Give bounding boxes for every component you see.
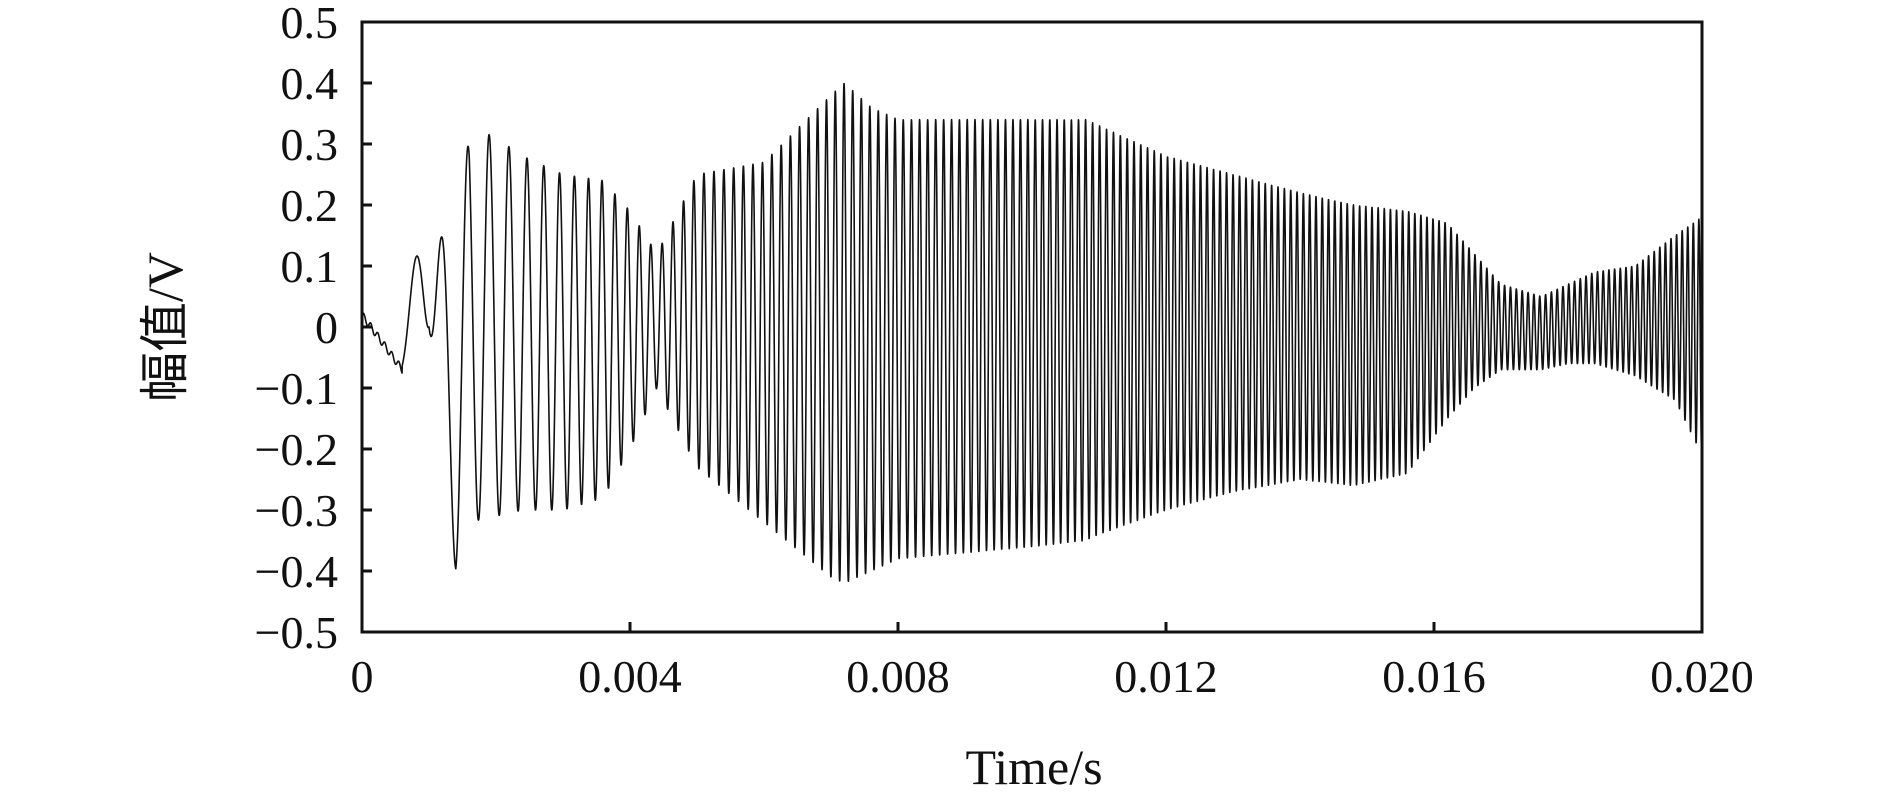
x-axis-ticks xyxy=(360,622,1704,632)
y-tick-label: −0.3 xyxy=(255,485,338,536)
x-tick-label: 0.020 xyxy=(1650,651,1754,702)
x-tick-label: 0.004 xyxy=(578,651,682,702)
y-tick-label: 0.2 xyxy=(281,180,339,231)
y-tick-label: 0.1 xyxy=(281,241,339,292)
signal-line xyxy=(361,82,1703,583)
x-tick-label: 0 xyxy=(351,651,374,702)
x-tick-label: 0.016 xyxy=(1382,651,1486,702)
y-tick-label: 0 xyxy=(315,302,338,353)
y-tick-label: −0.1 xyxy=(255,363,338,414)
x-axis-tick-labels: 0 0.004 0.008 0.012 0.016 0.020 xyxy=(351,651,1754,702)
y-axis-ticks xyxy=(362,20,372,634)
y-tick-label: 0.5 xyxy=(281,0,339,48)
x-tick-label: 0.008 xyxy=(846,651,950,702)
x-axis-title: Time/s xyxy=(965,739,1102,795)
y-axis-title: 幅值/V xyxy=(137,252,193,402)
y-tick-label: 0.3 xyxy=(281,119,339,170)
y-tick-label: −0.4 xyxy=(255,546,338,597)
y-tick-label: −0.5 xyxy=(255,607,338,658)
y-tick-label: −0.2 xyxy=(255,424,338,475)
y-axis-tick-labels: 0.5 0.4 0.3 0.2 0.1 0 −0.1 −0.2 −0.3 −0.4 −0.5 xyxy=(255,0,338,658)
signal-layer xyxy=(361,82,1703,583)
y-tick-label: 0.4 xyxy=(281,58,339,109)
x-tick-label: 0.012 xyxy=(1114,651,1218,702)
